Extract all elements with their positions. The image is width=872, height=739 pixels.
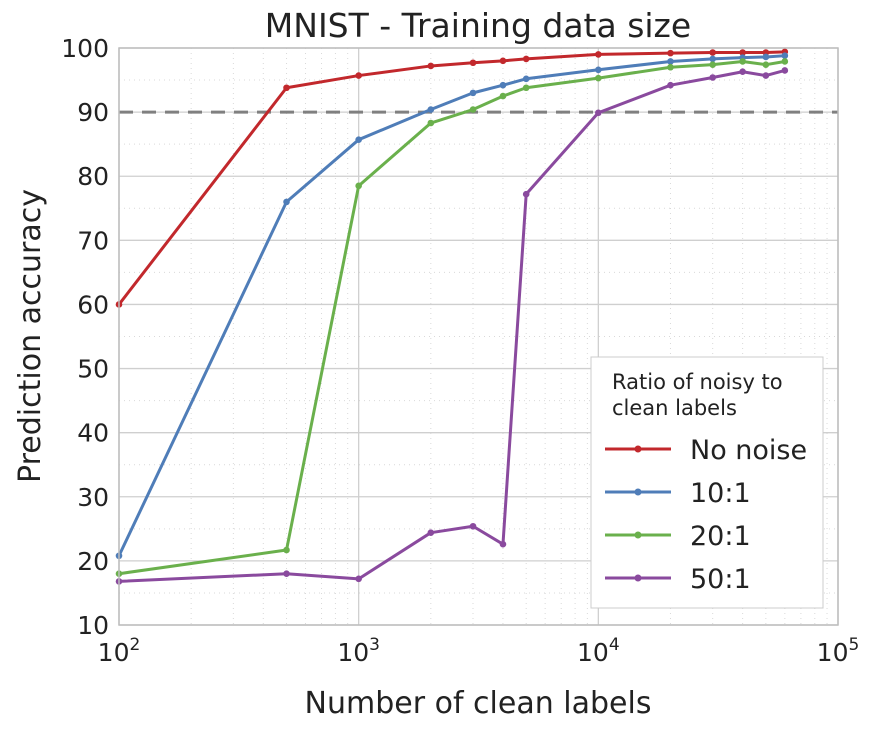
x-tick-labels: 102 103 104 105 (98, 635, 860, 667)
data-point-50-1 (739, 68, 746, 76)
data-point-10-1 (709, 55, 716, 63)
data-point-10-1 (522, 75, 530, 83)
data-point-no-noise (522, 55, 530, 63)
data-point-20-1 (667, 63, 674, 71)
data-point-50-1 (427, 529, 435, 536)
y-tick-label: 30 (77, 483, 109, 512)
y-tick-labels: 10 20 30 40 50 60 70 80 90 100 (61, 34, 109, 640)
y-tick-label: 80 (77, 162, 109, 191)
y-tick-label: 70 (77, 226, 109, 255)
series-20-1 (115, 58, 789, 578)
y-tick-label: 50 (77, 355, 109, 384)
series-layer (115, 48, 789, 585)
data-point-20-1 (762, 61, 770, 68)
data-point-50-1 (781, 67, 789, 74)
legend-entry-no-noise: No noise (605, 435, 807, 466)
data-point-10-1 (781, 52, 789, 59)
data-point-20-1 (355, 182, 362, 190)
data-point-50-1 (709, 74, 716, 81)
x-tick-label: 105 (817, 635, 860, 667)
y-tick-label: 60 (77, 290, 109, 319)
legend-marker (634, 574, 642, 582)
data-point-10-1 (762, 53, 770, 61)
data-point-no-noise (709, 49, 716, 56)
data-point-20-1 (427, 119, 435, 127)
data-point-no-noise (427, 62, 435, 70)
y-tick-label: 10 (77, 611, 109, 640)
data-point-50-1 (522, 190, 530, 198)
y-tick-label: 100 (61, 34, 109, 63)
data-point-20-1 (781, 58, 789, 65)
data-point-10-1 (469, 89, 477, 97)
data-point-20-1 (522, 84, 530, 92)
data-point-no-noise (595, 51, 602, 58)
y-tick-label: 20 (77, 547, 109, 576)
legend-marker (634, 488, 642, 496)
data-point-20-1 (739, 58, 746, 65)
data-point-50-1 (667, 81, 674, 89)
data-point-no-noise (499, 57, 507, 65)
y-tick-label: 40 (77, 419, 109, 448)
data-point-50-1 (595, 109, 602, 117)
data-point-20-1 (499, 92, 507, 100)
legend-marker (634, 445, 642, 453)
data-point-20-1 (469, 106, 477, 113)
legend-label: 20:1 (690, 521, 751, 552)
series-10-1 (115, 52, 789, 560)
x-tick-label: 103 (337, 635, 380, 667)
legend-title-line-2: clean labels (612, 396, 737, 420)
series-no-noise (115, 48, 789, 308)
plot-frame (118, 47, 839, 626)
legend-entry-10-1: 10:1 (605, 478, 751, 509)
legend-box (590, 356, 824, 609)
data-point-10-1 (667, 58, 674, 65)
data-point-10-1 (355, 136, 362, 143)
x-tick-label: 102 (98, 635, 141, 667)
data-point-no-noise (739, 49, 746, 56)
data-point-no-noise (283, 84, 290, 92)
data-point-10-1 (427, 106, 435, 113)
legend: Ratio of noisy to clean labels No noise 1… (590, 356, 824, 609)
x-axis-label: Number of clean labels (305, 686, 652, 721)
data-point-20-1 (595, 74, 602, 82)
data-point-50-1 (355, 575, 362, 583)
y-axis-label: Prediction accuracy (13, 189, 48, 483)
legend-label: No noise (690, 435, 807, 466)
data-point-50-1 (762, 72, 770, 79)
data-point-50-1 (499, 540, 507, 548)
y-tick-label: 90 (77, 98, 109, 127)
data-point-10-1 (595, 66, 602, 74)
data-point-no-noise (469, 59, 477, 67)
legend-title-line-1: Ratio of noisy to (612, 370, 783, 394)
data-point-10-1 (499, 81, 507, 89)
legend-entry-50-1: 50:1 (605, 564, 751, 595)
legend-entries: No noise 10:1 20:1 50:1 (605, 435, 807, 595)
data-point-no-noise (667, 49, 674, 57)
data-point-10-1 (283, 198, 290, 206)
data-point-20-1 (283, 546, 290, 554)
data-point-50-1 (469, 522, 477, 530)
legend-marker (634, 531, 642, 539)
data-point-no-noise (355, 72, 362, 79)
data-point-20-1 (709, 61, 716, 68)
x-tick-label: 104 (577, 635, 620, 667)
legend-label: 10:1 (690, 478, 751, 509)
chart-title: MNIST - Training data size (265, 6, 691, 45)
data-point-50-1 (283, 570, 290, 578)
legend-label: 50:1 (690, 564, 751, 595)
legend-entry-20-1: 20:1 (605, 521, 751, 552)
